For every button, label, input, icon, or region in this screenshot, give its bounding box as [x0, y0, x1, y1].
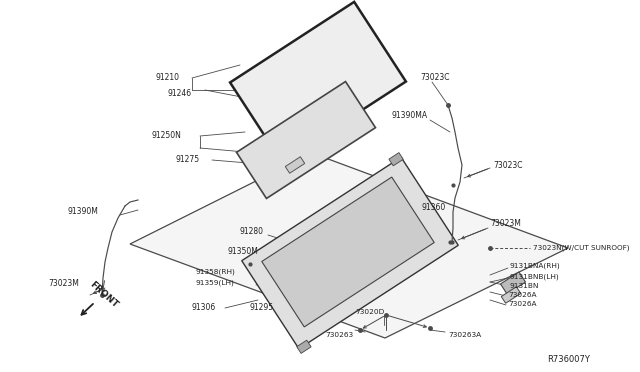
Text: 730263: 730263: [325, 332, 353, 338]
Text: 9131BNB(LH): 9131BNB(LH): [510, 274, 560, 280]
Text: R736007Y: R736007Y: [547, 356, 590, 365]
Text: 91295: 91295: [250, 304, 274, 312]
Text: 91390M: 91390M: [68, 208, 99, 217]
Text: 91360: 91360: [422, 203, 446, 212]
Text: 91246: 91246: [167, 90, 191, 99]
Polygon shape: [130, 153, 568, 338]
Text: 730263A: 730263A: [448, 332, 481, 338]
Text: 91280: 91280: [240, 228, 264, 237]
Text: 73023C: 73023C: [493, 160, 522, 170]
Text: 73020D: 73020D: [355, 309, 384, 315]
Text: 91358(RH): 91358(RH): [195, 269, 235, 275]
Polygon shape: [501, 287, 521, 303]
Text: 73026A: 73026A: [508, 292, 536, 298]
Text: 91359(LH): 91359(LH): [195, 280, 234, 286]
Text: 73026A: 73026A: [508, 301, 536, 307]
Text: 9131BNA(RH): 9131BNA(RH): [510, 263, 561, 269]
Text: 91390MA: 91390MA: [392, 112, 428, 121]
Text: 91350M: 91350M: [228, 247, 259, 257]
Text: 91210: 91210: [155, 74, 179, 83]
Polygon shape: [230, 2, 406, 162]
Polygon shape: [237, 81, 376, 199]
Text: 73023N(W/CUT SUNROOF): 73023N(W/CUT SUNROOF): [533, 245, 630, 251]
Text: 91275: 91275: [175, 155, 199, 164]
Text: 9131BN: 9131BN: [510, 283, 540, 289]
Text: 91250N: 91250N: [152, 131, 182, 141]
Text: 73023C: 73023C: [420, 74, 449, 83]
Text: 91306: 91306: [192, 304, 216, 312]
Polygon shape: [242, 157, 458, 349]
Polygon shape: [389, 153, 403, 166]
Polygon shape: [500, 272, 525, 294]
Text: 73023M: 73023M: [490, 219, 521, 228]
Text: 73023M: 73023M: [48, 279, 79, 288]
Polygon shape: [297, 340, 311, 353]
Polygon shape: [285, 157, 305, 173]
Text: FRONT: FRONT: [88, 280, 120, 310]
Polygon shape: [262, 177, 434, 327]
